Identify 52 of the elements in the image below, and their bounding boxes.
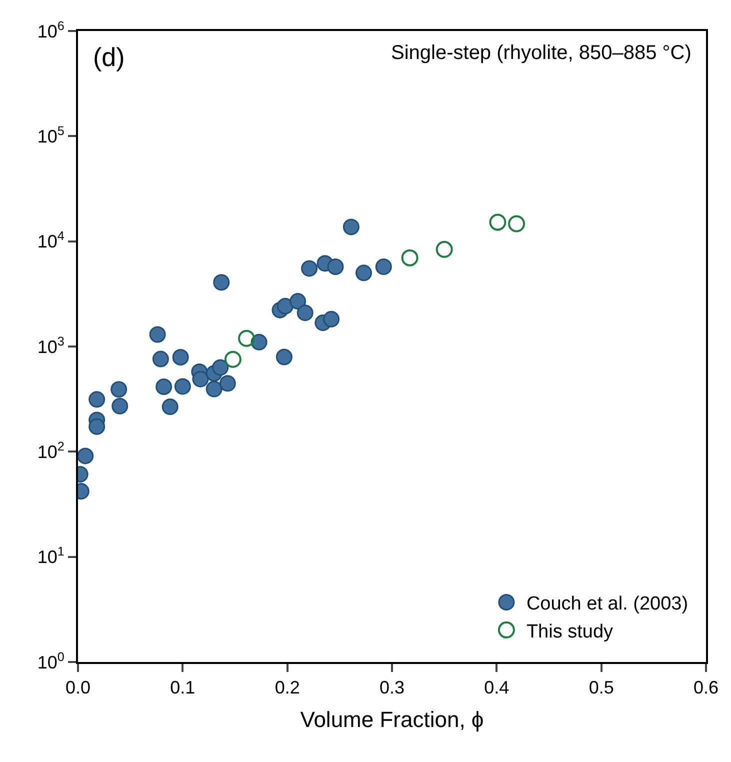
point [156, 378, 172, 396]
point [172, 349, 189, 366]
x-tick-label: 0.2 [274, 678, 300, 698]
point [342, 218, 360, 236]
point [112, 398, 128, 414]
point [276, 298, 294, 314]
y-tick-label: 10$^{1}$ [37, 544, 64, 568]
legend-label: This study [526, 621, 614, 642]
point [152, 350, 169, 368]
x-tick-label: 0.5 [588, 678, 614, 698]
point [213, 274, 230, 291]
point [212, 359, 229, 376]
x-axis-title: Volume Fraction, ϕ [300, 707, 484, 732]
point [327, 258, 344, 276]
point [296, 304, 314, 322]
annotation: (d) [93, 42, 125, 72]
y-tick-label: 10$^{2}$ [37, 439, 64, 462]
point [489, 214, 506, 231]
point [206, 380, 222, 398]
y-tick-label: 10$^{0}$ [37, 650, 64, 672]
y-tick-label: 10$^{4}$ [37, 229, 64, 252]
point [301, 260, 318, 277]
x-tick-label: 0.0 [65, 678, 91, 698]
point [224, 350, 242, 368]
point [276, 348, 292, 366]
x-tick-label: 0.6 [693, 678, 719, 698]
y-tick-label: 10$^{5}$ [37, 124, 64, 146]
point [88, 391, 106, 408]
point [401, 249, 418, 266]
point [174, 378, 191, 395]
point [238, 330, 256, 347]
point [290, 293, 306, 310]
point [355, 264, 372, 282]
point [375, 258, 392, 276]
y-tick-label: 10$^{6}$ [37, 18, 64, 42]
point [508, 215, 526, 232]
y-tick-label: 10$^{3}$ [37, 334, 64, 357]
annotation: Single-step (rhyolite, 850–885 °C) [391, 42, 692, 64]
x-tick-label: 0.1 [170, 678, 196, 698]
x-tick-label: 0.4 [484, 678, 510, 698]
point [219, 375, 236, 392]
point [149, 326, 166, 343]
point [162, 398, 178, 416]
point [110, 381, 128, 398]
point [88, 418, 106, 435]
point [192, 370, 209, 388]
point [78, 448, 94, 464]
legend-label: Couch et al. (2003) [526, 594, 688, 615]
point [436, 240, 453, 258]
point [323, 310, 340, 328]
point [250, 334, 268, 350]
x-tick-label: 0.3 [379, 678, 405, 698]
